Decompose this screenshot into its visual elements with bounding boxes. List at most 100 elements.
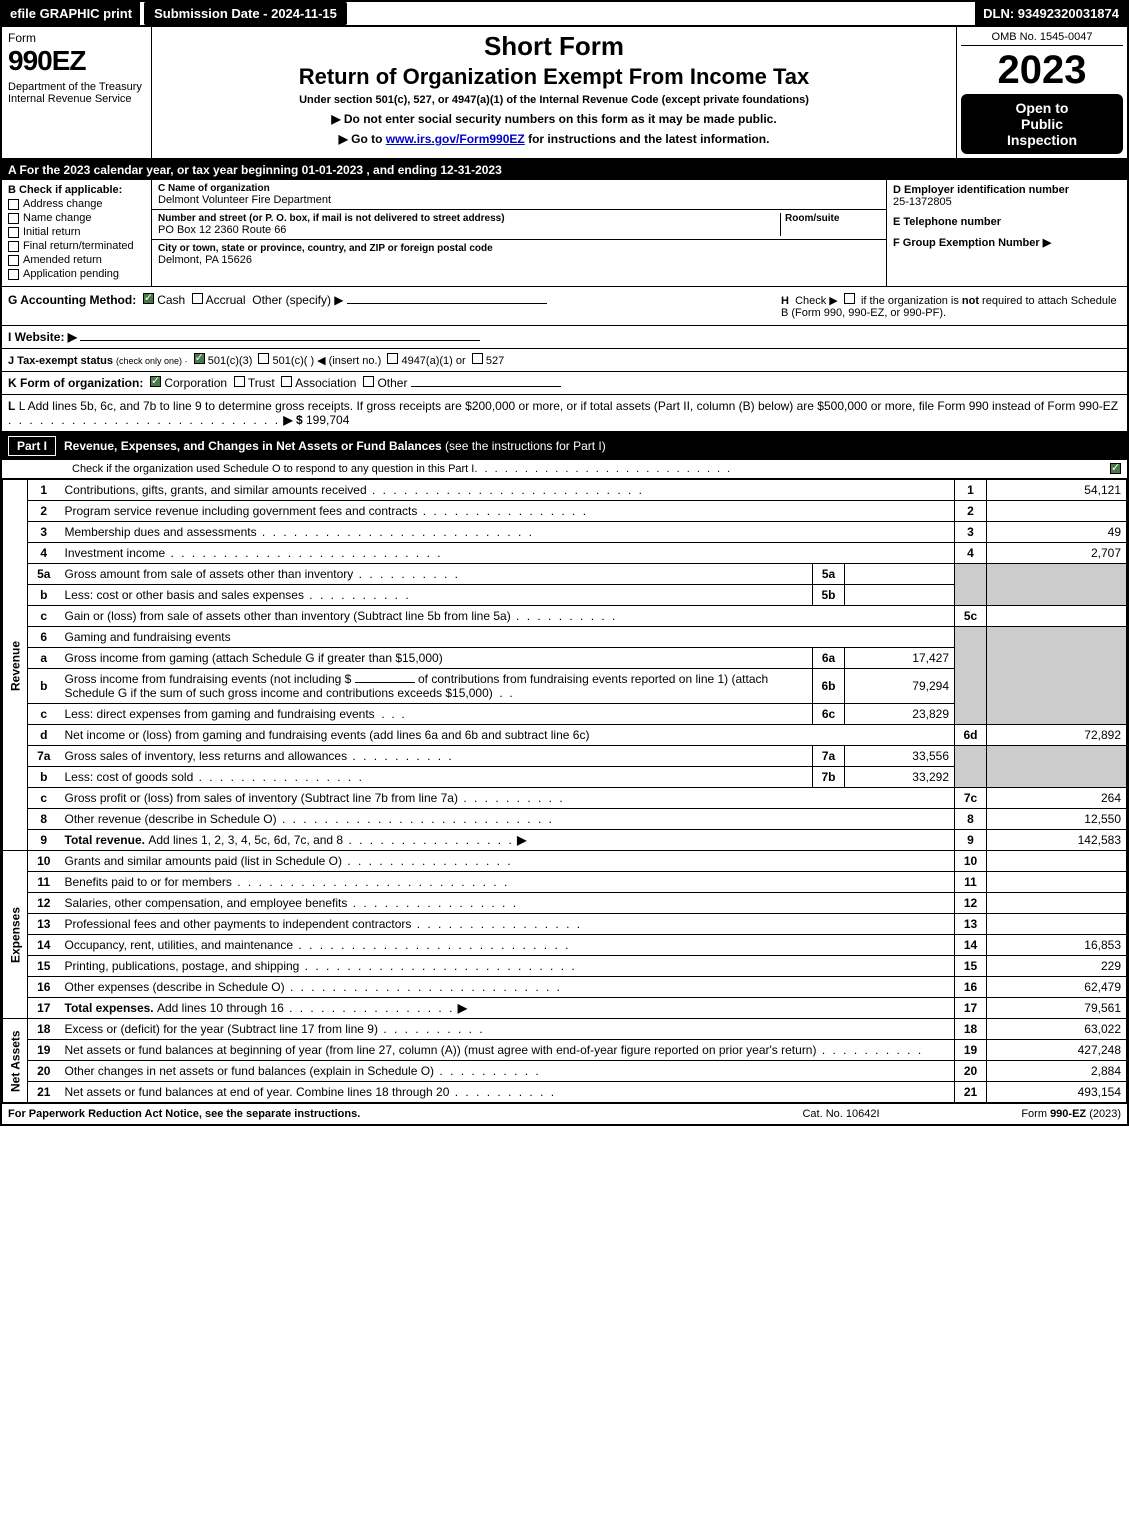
cb-trust[interactable] — [234, 376, 245, 387]
dots — [449, 1085, 556, 1099]
lineno: 16 — [28, 977, 60, 998]
dots — [458, 791, 565, 805]
lineno: 8 — [28, 809, 60, 830]
line-desc: Gross income from gaming (attach Schedul… — [60, 648, 813, 669]
street-value: PO Box 12 2360 Route 66 — [158, 224, 780, 236]
cb-cash-checked[interactable] — [143, 293, 154, 304]
desc: Investment income — [65, 546, 166, 560]
cb-501c3-checked[interactable] — [194, 353, 205, 364]
opt-527: 527 — [486, 355, 504, 367]
dots — [277, 812, 554, 826]
line-a: A For the 2023 calendar year, or tax yea… — [2, 160, 1127, 180]
room-label: Room/suite — [785, 213, 880, 224]
cb-other[interactable] — [363, 376, 374, 387]
subcol-val: 79,294 — [845, 669, 955, 704]
line-desc: Benefits paid to or for members — [60, 872, 955, 893]
website-blank — [80, 340, 480, 341]
part1-sub: Check if the organization used Schedule … — [2, 460, 1127, 479]
top-bar: efile GRAPHIC print Submission Date - 20… — [2, 2, 1127, 27]
line-1: Revenue 1 Contributions, gifts, grants, … — [3, 480, 1127, 501]
line-10: Expenses 10 Grants and similar amounts p… — [3, 851, 1127, 872]
line-desc: Other changes in net assets or fund bala… — [60, 1061, 955, 1082]
desc: Gross amount from sale of assets other t… — [65, 567, 354, 581]
cb-address-change[interactable]: Address change — [8, 198, 145, 210]
cb-527[interactable] — [472, 353, 483, 364]
arrow-icon: ▶ — [517, 833, 526, 847]
shaded — [987, 627, 1127, 725]
desc: Other expenses (describe in Schedule O) — [65, 980, 285, 994]
dots — [343, 833, 514, 847]
cb-schedb[interactable] — [844, 293, 855, 304]
dots — [8, 413, 280, 427]
footer-right: Form 990-EZ (2023) — [941, 1108, 1121, 1120]
part1-title-text: Revenue, Expenses, and Changes in Net As… — [64, 439, 442, 453]
dots — [284, 1001, 455, 1015]
j-sub: (check only one) · — [116, 356, 188, 366]
line-13: 13 Professional fees and other payments … — [3, 914, 1127, 935]
cb-501c[interactable] — [258, 353, 269, 364]
numcol: 6d — [955, 725, 987, 746]
l-value: 199,704 — [306, 413, 349, 427]
dots — [353, 567, 460, 581]
lineno: c — [28, 606, 60, 627]
part1-label: Part I — [8, 436, 56, 456]
dots — [285, 980, 562, 994]
city-row: City or town, state or province, country… — [152, 240, 886, 269]
section-b: B Check if applicable: Address change Na… — [2, 180, 152, 286]
cb-amended[interactable]: Amended return — [8, 254, 145, 266]
cb-label: Address change — [23, 198, 103, 210]
checkbox-icon — [8, 269, 19, 280]
section-bcd: B Check if applicable: Address change Na… — [2, 180, 1127, 287]
row-j: J Tax-exempt status (check only one) · 5… — [2, 349, 1127, 372]
line-desc: Printing, publications, postage, and shi… — [60, 956, 955, 977]
line-desc: Less: direct expenses from gaming and fu… — [60, 704, 813, 725]
line-desc: Investment income — [60, 543, 955, 564]
cb-accrual[interactable] — [192, 293, 203, 304]
checkbox-icon — [8, 241, 19, 252]
line-desc: Total expenses. Add lines 10 through 16 … — [60, 998, 955, 1019]
name-label: C Name of organization — [158, 183, 880, 194]
line-desc: Contributions, gifts, grants, and simila… — [60, 480, 955, 501]
lineno: 15 — [28, 956, 60, 977]
cb-name-change[interactable]: Name change — [8, 212, 145, 224]
valcol: 54,121 — [987, 480, 1127, 501]
lineno: 12 — [28, 893, 60, 914]
desc2: Add lines 1, 2, 3, 4, 5c, 6d, 7c, and 8 — [148, 833, 343, 847]
footer: For Paperwork Reduction Act Notice, see … — [2, 1103, 1127, 1124]
numcol: 3 — [955, 522, 987, 543]
header-center: Short Form Return of Organization Exempt… — [152, 27, 957, 158]
cb-application-pending[interactable]: Application pending — [8, 268, 145, 280]
form-post: (2023) — [1086, 1108, 1121, 1120]
shaded — [955, 627, 987, 725]
line-desc: Other revenue (describe in Schedule O) — [60, 809, 955, 830]
numcol: 10 — [955, 851, 987, 872]
dots — [232, 875, 509, 889]
desc2: Add lines 10 through 16 — [157, 1001, 284, 1015]
valcol: 49 — [987, 522, 1127, 543]
dots — [299, 959, 576, 973]
cb-final-return[interactable]: Final return/terminated — [8, 240, 145, 252]
numcol: 9 — [955, 830, 987, 851]
cb-corp-checked[interactable] — [150, 376, 161, 387]
valcol: 2,707 — [987, 543, 1127, 564]
cb-assoc[interactable] — [281, 376, 292, 387]
subcol-label: 6c — [813, 704, 845, 725]
desc: Professional fees and other payments to … — [65, 917, 412, 931]
section-d: D Employer identification number 25-1372… — [887, 180, 1127, 286]
lineno: 18 — [28, 1019, 60, 1040]
blank — [355, 682, 415, 683]
open3: Inspection — [1007, 132, 1077, 148]
line-desc: Gaming and fundraising events — [60, 627, 955, 648]
cb-initial-return[interactable]: Initial return — [8, 226, 145, 238]
line-7a: 7a Gross sales of inventory, less return… — [3, 746, 1127, 767]
line-desc: Net income or (loss) from gaming and fun… — [60, 725, 955, 746]
line-18: Net Assets 18 Excess or (deficit) for th… — [3, 1019, 1127, 1040]
dots — [165, 546, 442, 560]
irs-link[interactable]: www.irs.gov/Form990EZ — [386, 132, 525, 146]
row-k: K Form of organization: Corporation Trus… — [2, 372, 1127, 395]
cb-4947[interactable] — [387, 353, 398, 364]
shaded — [955, 746, 987, 788]
tax-year: 2023 — [961, 50, 1123, 90]
lineno: 11 — [28, 872, 60, 893]
cb-schedo-checked[interactable] — [1110, 463, 1121, 474]
